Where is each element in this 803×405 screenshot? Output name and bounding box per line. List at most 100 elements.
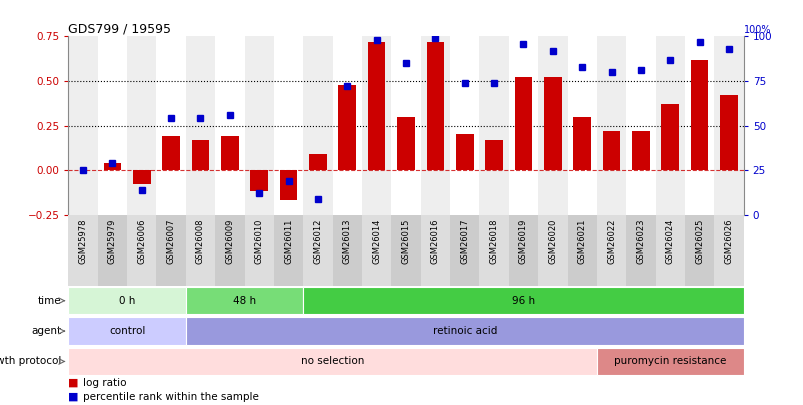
Text: GSM26019: GSM26019	[518, 218, 528, 264]
Bar	[338, 85, 356, 170]
Bar	[157, 215, 185, 286]
Text: ■: ■	[68, 378, 79, 388]
Bar	[250, 170, 267, 192]
Bar	[426, 42, 443, 170]
Text: GSM26024: GSM26024	[665, 218, 674, 264]
Text: GSM26017: GSM26017	[459, 218, 469, 264]
Text: retinoic acid: retinoic acid	[432, 326, 496, 336]
Bar	[508, 215, 537, 286]
Text: GSM26025: GSM26025	[695, 218, 703, 264]
Bar	[596, 348, 743, 375]
Bar	[508, 36, 537, 215]
Bar	[332, 36, 361, 215]
Bar	[303, 287, 743, 314]
Text: GSM26011: GSM26011	[283, 218, 293, 264]
Bar	[68, 215, 98, 286]
Bar	[244, 215, 274, 286]
Bar	[626, 215, 654, 286]
Bar	[654, 36, 684, 215]
Text: no selection: no selection	[300, 356, 364, 367]
Text: GSM26023: GSM26023	[636, 218, 645, 264]
Bar	[157, 36, 185, 215]
Bar	[596, 36, 626, 215]
Bar	[450, 36, 479, 215]
Bar	[391, 215, 420, 286]
Bar	[303, 36, 332, 215]
Bar	[690, 60, 707, 170]
Bar	[573, 117, 590, 170]
Bar	[279, 170, 297, 200]
Bar	[332, 215, 361, 286]
Text: GSM25978: GSM25978	[79, 218, 88, 264]
Bar	[455, 134, 473, 170]
Bar	[602, 131, 620, 170]
Bar	[215, 36, 244, 215]
Bar	[191, 140, 209, 170]
Bar	[684, 36, 713, 215]
Text: GSM26018: GSM26018	[489, 218, 498, 264]
Bar	[221, 136, 238, 170]
Text: log ratio: log ratio	[83, 378, 126, 388]
Bar	[485, 140, 503, 170]
Bar	[544, 77, 561, 170]
Bar	[98, 36, 127, 215]
Text: growth protocol: growth protocol	[0, 356, 62, 367]
Bar	[303, 215, 332, 286]
Bar	[713, 36, 743, 215]
Bar	[661, 104, 679, 170]
Text: GSM26021: GSM26021	[577, 218, 586, 264]
Text: GDS799 / 19595: GDS799 / 19595	[68, 22, 171, 35]
Text: percentile rank within the sample: percentile rank within the sample	[83, 392, 259, 402]
Bar	[127, 215, 157, 286]
Text: GSM26014: GSM26014	[372, 218, 381, 264]
Text: GSM26015: GSM26015	[401, 218, 410, 264]
Bar	[391, 36, 420, 215]
Bar	[274, 215, 303, 286]
Bar	[420, 215, 450, 286]
Bar	[719, 95, 737, 170]
Bar	[479, 215, 508, 286]
Text: 48 h: 48 h	[233, 296, 256, 306]
Bar	[68, 287, 185, 314]
Bar	[132, 170, 150, 184]
Bar	[244, 36, 274, 215]
Bar	[368, 42, 385, 170]
Text: control: control	[108, 326, 145, 336]
Bar	[626, 36, 654, 215]
Text: GSM26026: GSM26026	[724, 218, 732, 264]
Text: GSM26010: GSM26010	[255, 218, 263, 264]
Bar	[420, 36, 450, 215]
Bar	[127, 36, 157, 215]
Text: GSM26012: GSM26012	[313, 218, 322, 264]
Bar	[68, 348, 596, 375]
Bar	[274, 36, 303, 215]
Bar	[215, 215, 244, 286]
Bar	[537, 36, 567, 215]
Text: 0 h: 0 h	[119, 296, 135, 306]
Bar	[596, 215, 626, 286]
Bar	[567, 215, 596, 286]
Text: GSM26008: GSM26008	[196, 218, 205, 264]
Text: time: time	[38, 296, 62, 306]
Bar	[185, 287, 303, 314]
Text: GSM26016: GSM26016	[430, 218, 439, 264]
Bar	[68, 318, 185, 345]
Bar	[654, 215, 684, 286]
Text: GSM25979: GSM25979	[108, 218, 116, 264]
Text: GSM26007: GSM26007	[166, 218, 175, 264]
Bar	[185, 36, 215, 215]
Text: GSM26009: GSM26009	[225, 218, 234, 264]
Bar	[713, 215, 743, 286]
Text: puromycin resistance: puromycin resistance	[613, 356, 726, 367]
Bar	[162, 136, 180, 170]
Text: GSM26020: GSM26020	[548, 218, 556, 264]
Bar	[185, 215, 215, 286]
Text: GSM26013: GSM26013	[342, 218, 352, 264]
Bar	[450, 215, 479, 286]
Bar	[537, 215, 567, 286]
Bar	[567, 36, 596, 215]
Bar	[104, 163, 121, 170]
Bar	[361, 36, 391, 215]
Text: agent: agent	[31, 326, 62, 336]
Bar	[185, 318, 743, 345]
